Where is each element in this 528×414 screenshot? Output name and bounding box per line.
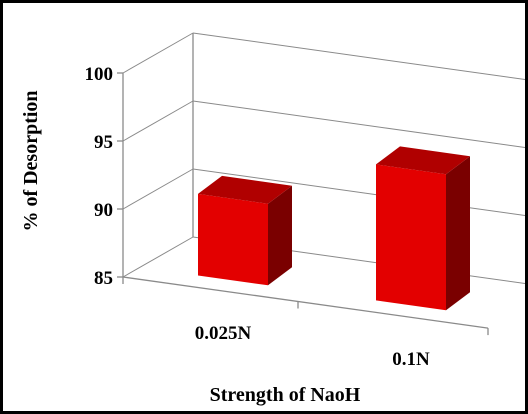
bar-top-face: [376, 146, 470, 175]
gridline-left: [122, 236, 194, 278]
x-axis-title: Strength of NaoH: [210, 384, 361, 406]
desorption-3d-bar-chart: 85 90 95 100 0.025N 0.1N % of Desorption Stre…: [20, 32, 525, 406]
gridline-back: [192, 32, 525, 80]
bar-0.025N: [198, 175, 292, 286]
bar-front-face: [376, 164, 446, 311]
gridline-left: [122, 32, 194, 74]
bar-top-face: [198, 175, 292, 204]
bars-layer: [198, 146, 470, 311]
y-tick-label: 95: [94, 132, 113, 153]
gridline-left: [122, 100, 194, 142]
y-tick-label: 100: [85, 64, 114, 85]
y-axis-title: % of Desorption: [20, 90, 42, 231]
y-tick-label: 85: [94, 268, 113, 289]
x-category-label: 0.025N: [195, 323, 252, 344]
bar-front-face: [198, 193, 268, 286]
bar-0.1N: [376, 146, 470, 311]
gridline-left: [122, 168, 194, 210]
x-category-label: 0.1N: [392, 349, 430, 370]
axes-layer: [117, 33, 489, 336]
gridline-back: [192, 168, 525, 216]
gridline-back: [192, 100, 525, 148]
labels-layer: 85 90 95 100 0.025N 0.1N: [85, 64, 431, 370]
y-tick-label: 90: [94, 200, 113, 221]
bar-side-face: [268, 185, 292, 286]
x-axis-line: [122, 276, 489, 329]
bar-side-face: [446, 156, 470, 311]
